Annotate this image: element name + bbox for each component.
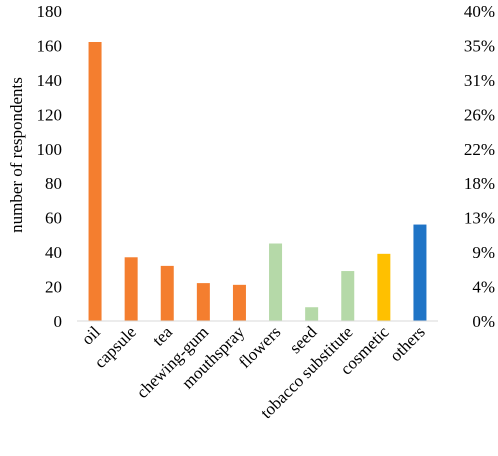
y-tick-label: 40 — [45, 243, 62, 262]
y2-tick-label: 40% — [464, 2, 495, 21]
y2-tick-label: 4% — [472, 278, 495, 297]
y-tick-label: 180 — [37, 2, 63, 21]
y2-tick-label: 31% — [464, 71, 495, 90]
y-tick-label: 60 — [45, 209, 62, 228]
bar-cosmetic — [377, 253, 391, 321]
category-label: flowers — [235, 322, 284, 371]
y-tick-label: 20 — [45, 278, 62, 297]
category-label: oil — [78, 322, 104, 348]
y-tick-label: 120 — [37, 105, 63, 124]
bar-tobacco-substitute — [341, 271, 355, 321]
y2-tick-label: 35% — [464, 36, 495, 55]
y-axis-ticks: 0 20 40 60 80 100 120 140 160 180 — [37, 2, 63, 331]
y2-tick-label: 26% — [464, 105, 495, 124]
bar-mouthspray — [232, 284, 246, 321]
y2-tick-label: 13% — [464, 209, 495, 228]
bar-others — [413, 224, 427, 321]
y-tick-label: 160 — [37, 36, 63, 55]
y-tick-label: 0 — [54, 312, 63, 331]
y2-tick-label: 0% — [472, 312, 495, 331]
bar-capsule — [124, 257, 138, 321]
y-tick-label: 100 — [37, 140, 63, 159]
secondary-y-axis-ticks: 0% 4% 9% 13% 18% 22% 26% 31% 35% 40% — [464, 2, 495, 331]
category-label: tea — [149, 322, 177, 350]
bar-oil — [88, 42, 102, 321]
bar-seed — [305, 307, 319, 321]
bar-tea — [160, 265, 174, 321]
bar-flowers — [269, 243, 283, 321]
y2-tick-label: 9% — [472, 243, 495, 262]
y2-tick-label: 22% — [464, 140, 495, 159]
bar-chewing-gum — [196, 283, 210, 321]
y-tick-label: 80 — [45, 174, 62, 193]
y-axis-label: number of respondents — [7, 77, 26, 233]
y2-tick-label: 18% — [464, 174, 495, 193]
category-label: capsule — [90, 322, 139, 371]
bars — [88, 42, 427, 321]
y-tick-label: 140 — [37, 71, 63, 90]
category-label: others — [386, 322, 429, 365]
